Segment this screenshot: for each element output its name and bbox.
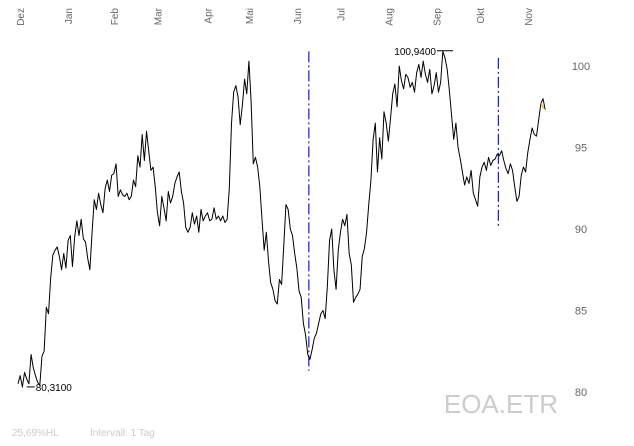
month-label-apr: Apr [204,7,215,23]
low-value-label: 80,3100 [36,383,73,394]
extreme-annotations: 80,3100 100,9400 [26,47,453,394]
y-tick-label-80: 80 [575,387,587,399]
y-tick-label-85: 85 [575,305,587,317]
month-label-jul: Jul [336,8,347,21]
y-tick-label-95: 95 [575,143,587,155]
month-label-dez: Dez [16,8,27,26]
interval-label: Intervall: 1 Tag [90,428,155,439]
month-label-sep: Sep [432,8,443,26]
y-tick-label-100: 100 [572,61,590,73]
month-label-mai: Mai [245,8,256,24]
month-label-mar: Mar [153,7,164,25]
event-markers [308,51,499,371]
month-label-okt: Okt [476,8,487,24]
price-series [17,50,546,388]
month-label-jan: Jan [64,8,75,24]
month-label-jun: Jun [293,8,304,24]
symbol-watermark: EOA.ETR [444,389,558,419]
volatility-label: 25,69%HL [12,428,59,439]
month-label-feb: Feb [110,8,121,26]
last-price-segment [540,103,546,111]
month-label-aug: Aug [384,8,395,26]
month-axis: Dez Jan Feb Mar Apr Mai Jun Jul Aug Sep Okt Nov [16,7,535,25]
price-line [17,50,546,388]
high-value-label: 100,9400 [394,47,436,58]
price-axis: 80 85 90 95 100 [572,61,590,399]
y-tick-label-90: 90 [575,224,587,236]
month-label-nov: Nov [524,8,535,26]
